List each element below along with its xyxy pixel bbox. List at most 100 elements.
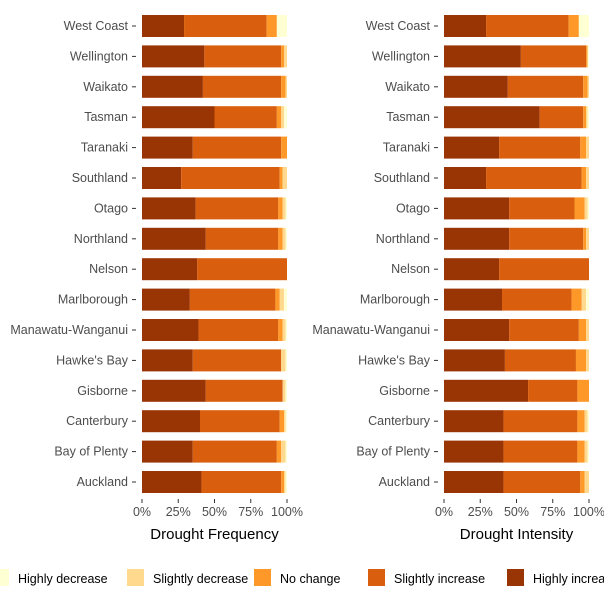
bar-segment-tasman-no-change bbox=[583, 106, 587, 129]
category-label-nelson: Nelson bbox=[89, 262, 128, 276]
bar-segment-wellington-no-change bbox=[281, 45, 285, 68]
bar-segment-taranaki-no-change bbox=[281, 136, 287, 159]
bar-segment-marlborough-slightly-decrease bbox=[279, 288, 285, 311]
bar-segment-marlborough-highly-decrease bbox=[284, 288, 287, 311]
category-label-waikato: Waikato bbox=[83, 80, 128, 94]
bar-segment-waikato-slightly-increase bbox=[507, 75, 584, 98]
bar-segment-otago-highly-decrease bbox=[285, 197, 287, 220]
bar-segment-waikato-highly-increase bbox=[444, 75, 508, 98]
bar-segment-auckland-no-change bbox=[580, 471, 585, 493]
x-tick-label: 50% bbox=[202, 505, 227, 519]
category-label-canterbury: Canterbury bbox=[66, 414, 129, 428]
bar-segment-gisborne-highly-increase bbox=[444, 379, 529, 402]
bar-segment-west-coast-no-change bbox=[568, 15, 579, 37]
category-label-southland: Southland bbox=[374, 171, 430, 185]
bar-segment-west-coast-highly-decrease bbox=[276, 15, 287, 37]
bar-segment-taranaki-no-change bbox=[580, 136, 587, 159]
category-label-marlborough: Marlborough bbox=[360, 293, 430, 307]
x-tick-label: 75% bbox=[540, 505, 565, 519]
category-label-auckland: Auckland bbox=[77, 475, 128, 489]
bar-segment-northland-slightly-decrease bbox=[586, 227, 589, 250]
bar-segment-otago-highly-decrease bbox=[587, 197, 589, 220]
bar-segment-northland-no-change bbox=[278, 227, 283, 250]
legend-label-highly-increase: Highly increase bbox=[533, 572, 604, 586]
bar-segment-taranaki-slightly-increase bbox=[192, 136, 282, 159]
bar-segment-bay-of-plenty-slightly-decrease bbox=[584, 440, 588, 463]
bar-segment-nelson-slightly-increase bbox=[197, 258, 287, 281]
bar-segment-bay-of-plenty-slightly-increase bbox=[503, 440, 578, 463]
panel-drought-intensity: West Coast Wellington Waikato Tasman Taranak… bbox=[312, 15, 604, 543]
legend-swatch-slightly-increase bbox=[368, 569, 385, 586]
x-axis-title: Drought Frequency bbox=[150, 526, 279, 543]
bar-segment-canterbury-highly-decrease bbox=[587, 410, 589, 433]
bar-segment-auckland-slightly-increase bbox=[201, 471, 282, 493]
category-label-auckland: Auckland bbox=[379, 475, 430, 489]
bar-segment-west-coast-highly-increase bbox=[142, 15, 185, 37]
category-label-tasman: Tasman bbox=[84, 110, 128, 124]
bar-segment-nelson-highly-increase bbox=[444, 258, 500, 281]
category-label-manawatu-wanganui: Manawatu-Wanganui bbox=[312, 323, 430, 337]
bar-segment-gisborne-highly-decrease bbox=[285, 379, 287, 402]
bar-segment-bay-of-plenty-highly-decrease bbox=[285, 440, 287, 463]
bar-segment-northland-highly-decrease bbox=[285, 227, 287, 250]
bar-segment-bay-of-plenty-no-change bbox=[276, 440, 282, 463]
bar-segment-otago-highly-increase bbox=[142, 197, 196, 220]
bar-segment-waikato-no-change bbox=[583, 75, 588, 98]
category-label-tasman: Tasman bbox=[386, 110, 430, 124]
bar-segment-canterbury-highly-increase bbox=[444, 410, 504, 433]
bar-segment-marlborough-no-change bbox=[275, 288, 280, 311]
x-tick-label: 0% bbox=[133, 505, 151, 519]
bar-segment-southland-slightly-decrease bbox=[282, 167, 287, 189]
category-label-hawke-s-bay: Hawke's Bay bbox=[56, 353, 129, 367]
bar-segment-southland-highly-increase bbox=[444, 167, 487, 189]
bar-segment-manawatu-wanganui-highly-increase bbox=[142, 319, 199, 341]
bar-segment-waikato-slightly-increase bbox=[202, 75, 282, 98]
bar-segment-otago-no-change bbox=[574, 197, 585, 220]
category-label-gisborne: Gisborne bbox=[379, 384, 430, 398]
bar-segment-gisborne-slightly-increase bbox=[528, 379, 578, 402]
x-tick-label: 0% bbox=[435, 505, 453, 519]
bar-segment-nelson-slightly-increase bbox=[499, 258, 589, 281]
legend-label-no-change: No change bbox=[280, 572, 341, 586]
bar-segment-wellington-highly-decrease bbox=[587, 45, 589, 68]
category-label-marlborough: Marlborough bbox=[58, 293, 128, 307]
bar-segment-auckland-slightly-increase bbox=[503, 471, 581, 493]
bar-segment-southland-highly-increase bbox=[142, 167, 182, 189]
bar-segment-auckland-slightly-decrease bbox=[284, 471, 286, 493]
bar-segment-hawke-s-bay-highly-increase bbox=[444, 349, 505, 372]
category-label-taranaki: Taranaki bbox=[383, 141, 430, 155]
category-label-bay-of-plenty: Bay of Plenty bbox=[54, 445, 128, 459]
bar-segment-canterbury-slightly-increase bbox=[200, 410, 280, 433]
bar-segment-taranaki-highly-increase bbox=[142, 136, 193, 159]
legend-swatch-highly-decrease bbox=[0, 569, 9, 586]
category-label-canterbury: Canterbury bbox=[368, 414, 431, 428]
bar-segment-manawatu-wanganui-highly-increase bbox=[444, 319, 510, 341]
category-label-otago: Otago bbox=[396, 201, 430, 215]
bar-segment-northland-slightly-increase bbox=[509, 227, 584, 250]
bar-segment-manawatu-wanganui-slightly-increase bbox=[198, 319, 279, 341]
legend-label-slightly-decrease: Slightly decrease bbox=[153, 572, 248, 586]
bar-segment-tasman-slightly-increase bbox=[539, 106, 584, 129]
bar-segment-waikato-slightly-decrease bbox=[587, 75, 589, 98]
bar-segment-manawatu-wanganui-slightly-increase bbox=[509, 319, 579, 341]
bar-segment-southland-no-change bbox=[581, 167, 587, 189]
bar-segment-auckland-no-change bbox=[281, 471, 285, 493]
bar-segment-canterbury-highly-decrease bbox=[285, 410, 287, 433]
bar-segment-manawatu-wanganui-no-change bbox=[578, 319, 587, 341]
x-tick-label: 25% bbox=[166, 505, 191, 519]
bar-segment-tasman-highly-decrease bbox=[284, 106, 287, 129]
x-axis-title: Drought Intensity bbox=[460, 526, 574, 543]
bar-segment-manawatu-wanganui-no-change bbox=[278, 319, 283, 341]
bar-segment-taranaki-slightly-decrease bbox=[586, 136, 589, 159]
bar-segment-wellington-no-change bbox=[586, 45, 588, 68]
bar-segment-northland-highly-increase bbox=[142, 227, 206, 250]
bar-segment-otago-highly-increase bbox=[444, 197, 510, 220]
legend-swatch-highly-increase bbox=[507, 569, 524, 586]
bar-segment-bay-of-plenty-slightly-decrease bbox=[281, 440, 286, 463]
bar-segment-bay-of-plenty-slightly-increase bbox=[192, 440, 277, 463]
bar-segment-hawke-s-bay-slightly-decrease bbox=[586, 349, 589, 372]
bar-segment-west-coast-slightly-increase bbox=[486, 15, 569, 37]
bar-segment-gisborne-slightly-decrease bbox=[282, 379, 286, 402]
bar-segment-tasman-slightly-increase bbox=[214, 106, 277, 129]
